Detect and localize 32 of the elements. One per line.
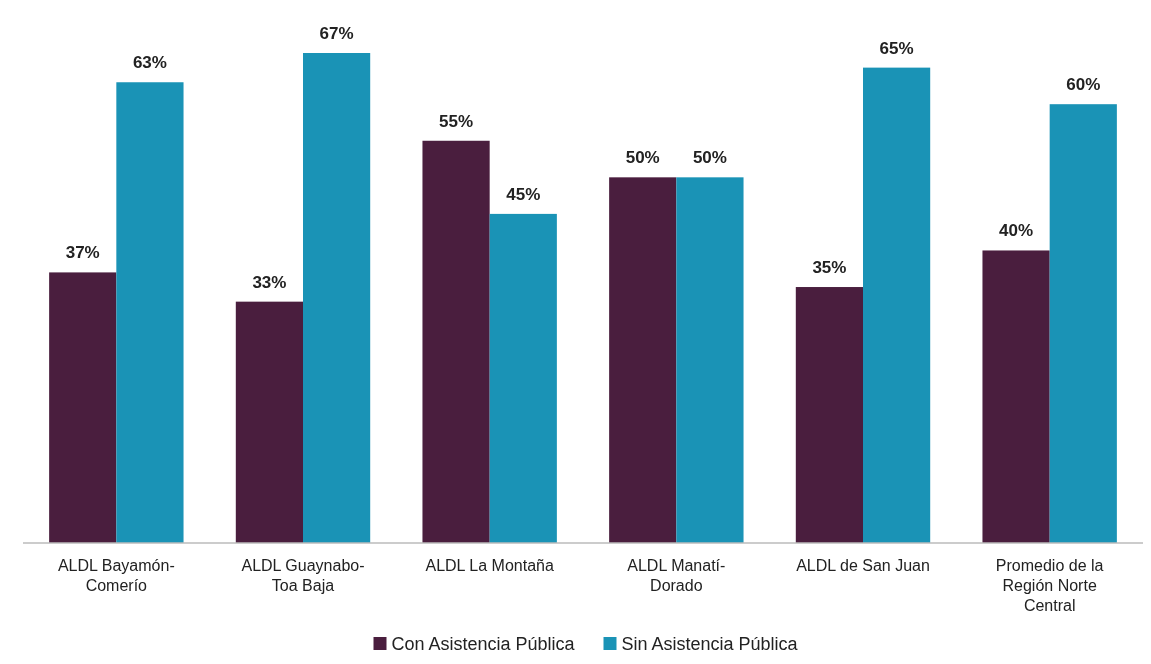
bar [422, 140, 490, 543]
bar [49, 272, 117, 543]
bar [303, 53, 371, 543]
data-label: 50% [625, 148, 660, 168]
bar [609, 177, 677, 543]
x-tick-label: ALDL Bayamón- Comerío [57, 557, 175, 594]
bar [489, 213, 557, 543]
x-tick-label: ALDL Guaynabo- Toa Baja [241, 557, 365, 594]
bar [795, 287, 863, 543]
bar [1049, 104, 1117, 543]
x-tick-label: ALDL La Montaña [425, 557, 554, 574]
bar [676, 177, 744, 543]
legend-label: Sin Asistencia Pública [621, 634, 799, 654]
data-label: 50% [692, 148, 727, 168]
x-tick-label: Promedio de la Región Norte Central [995, 557, 1104, 614]
bar [982, 250, 1050, 543]
bar [116, 82, 184, 543]
data-label: 60% [1066, 75, 1101, 95]
data-label: 65% [879, 38, 914, 58]
data-label: 33% [252, 272, 287, 292]
data-label: 63% [132, 53, 167, 73]
data-label: 40% [999, 221, 1034, 241]
legend-label: Con Asistencia Pública [391, 634, 576, 654]
bar [235, 301, 303, 543]
x-tick-label: ALDL de San Juan [796, 557, 930, 574]
data-label: 37% [65, 243, 100, 263]
data-label: 35% [812, 258, 847, 278]
x-tick-label: ALDL Manatí- Dorado [627, 557, 726, 594]
data-label: 45% [506, 184, 541, 204]
data-label: 55% [439, 111, 474, 131]
data-label: 67% [319, 24, 354, 43]
bar [863, 67, 931, 543]
